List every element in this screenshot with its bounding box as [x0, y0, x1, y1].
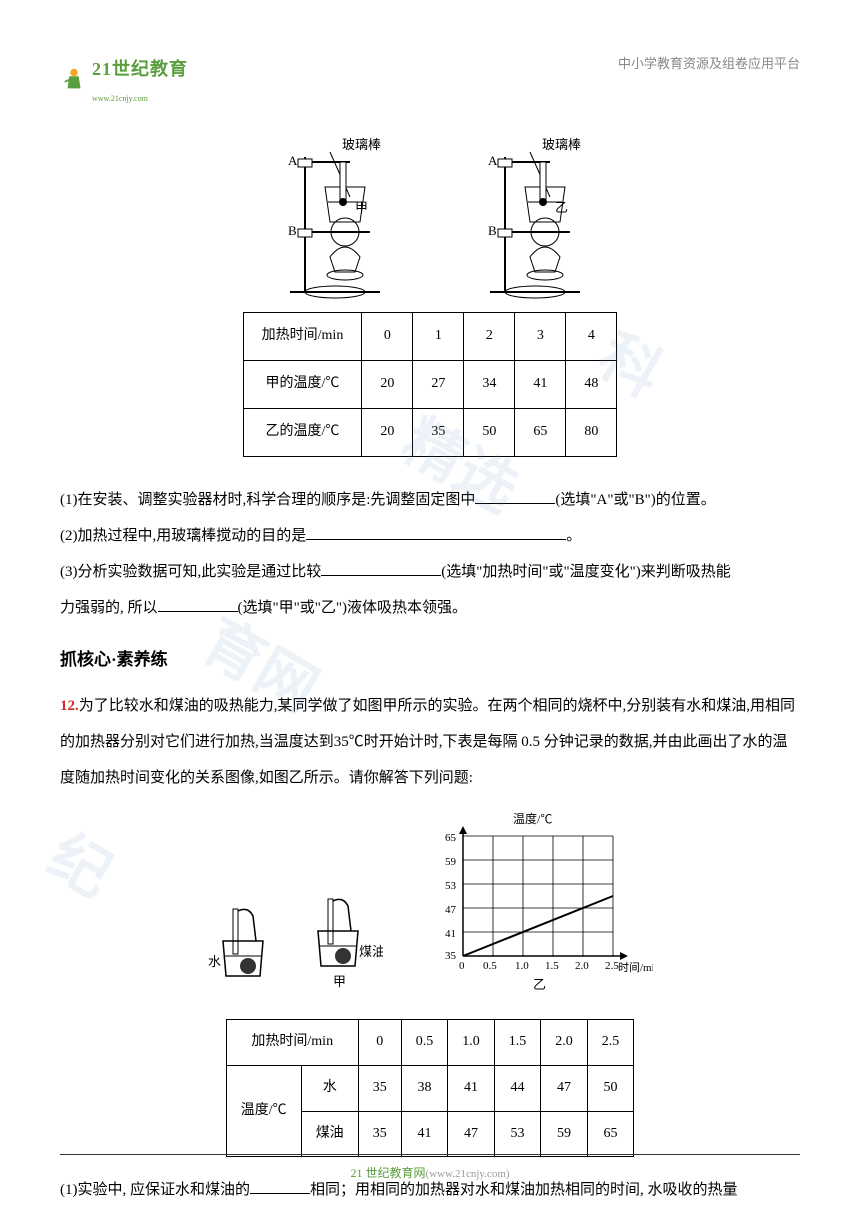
svg-text:53: 53 — [445, 880, 457, 892]
table-row: 甲的温度/℃ 20 27 34 41 48 — [243, 360, 617, 408]
question-2: (2)加热过程中,用玻璃棒搅动的目的是。 — [60, 518, 800, 554]
table-row: 加热时间/min 0 1 2 3 4 — [243, 313, 617, 361]
svg-text:1.0: 1.0 — [515, 960, 529, 972]
apparatus-diagram: 玻璃棒 A B 甲 玻璃棒 A — [60, 137, 800, 297]
svg-text:甲: 甲 — [355, 200, 368, 215]
svg-text:B: B — [288, 223, 297, 238]
svg-text:35: 35 — [445, 950, 457, 962]
svg-text:水: 水 — [208, 954, 221, 969]
svg-text:0.5: 0.5 — [483, 960, 497, 972]
svg-text:时间/min: 时间/min — [618, 961, 653, 974]
table-row: 温度/℃ 水 35 38 41 44 47 50 — [226, 1065, 633, 1111]
blank-field — [321, 558, 441, 576]
svg-text:65: 65 — [445, 832, 457, 844]
blank-field — [475, 486, 555, 504]
apparatus-right: 玻璃棒 A B 乙 — [460, 137, 600, 297]
table-row: 乙的温度/℃ 20 35 50 65 80 — [243, 408, 617, 456]
svg-text:59: 59 — [445, 856, 457, 868]
logo-main-text: 21世纪教育 — [92, 50, 188, 90]
question-1: (1)在安装、调整实验器材时,科学合理的顺序是:先调整固定图中(选填"A"或"B… — [60, 482, 800, 518]
data-table-1: 加热时间/min 0 1 2 3 4 甲的温度/℃ 20 27 34 41 48… — [243, 312, 618, 456]
svg-text:乙: 乙 — [533, 977, 546, 991]
chart-container: 水 煤油 甲 温度/℃ — [60, 811, 800, 1004]
header-right-text: 中小学教育资源及组卷应用平台 — [618, 50, 800, 79]
glass-rod-label: 玻璃棒 — [342, 137, 381, 152]
logo: 21世纪教育 www.21cnjy.com — [60, 50, 188, 107]
question-12: 12.为了比较水和煤油的吸热能力,某同学做了如图甲所示的实验。在两个相同的烧杯中… — [60, 688, 800, 796]
svg-text:乙: 乙 — [555, 200, 568, 215]
svg-text:47: 47 — [445, 904, 457, 916]
beaker-diagram: 水 煤油 甲 — [208, 891, 383, 1004]
question-3: (3)分析实验数据可知,此实验是通过比较(选填"加热时间"或"温度变化")来判断… — [60, 554, 800, 590]
footer-text: 21 世纪教育网 — [350, 1166, 425, 1180]
line-chart: 温度/℃ 65 59 53 47 41 35 0 — [423, 811, 653, 1004]
table-row: 加热时间/min 0 0.5 1.0 1.5 2.0 2.5 — [226, 1019, 633, 1065]
page-header: 21世纪教育 www.21cnjy.com 中小学教育资源及组卷应用平台 — [60, 50, 800, 107]
svg-text:煤油: 煤油 — [359, 944, 383, 959]
apparatus-left: 玻璃棒 A B 甲 — [260, 137, 400, 297]
glass-rod-label: 玻璃棒 — [542, 137, 581, 152]
svg-text:2.0: 2.0 — [575, 960, 589, 972]
svg-text:甲: 甲 — [333, 974, 346, 989]
svg-text:41: 41 — [445, 928, 456, 940]
svg-text:B: B — [488, 223, 497, 238]
data-table-2: 加热时间/min 0 0.5 1.0 1.5 2.0 2.5 温度/℃ 水 35… — [226, 1019, 634, 1157]
blank-field — [158, 594, 238, 612]
question-number: 12. — [60, 698, 79, 714]
page-footer: 21 世纪教育网(www.21cnjy.com) — [60, 1154, 800, 1186]
svg-text:A: A — [488, 153, 498, 168]
blank-field — [306, 522, 566, 540]
footer-url: (www.21cnjy.com) — [425, 1168, 509, 1180]
logo-icon — [60, 65, 88, 93]
svg-text:温度/℃: 温度/℃ — [513, 811, 552, 826]
logo-sub-text: www.21cnjy.com — [92, 90, 188, 108]
section-title: 抓核心·素养练 — [60, 641, 800, 678]
svg-text:0: 0 — [459, 960, 465, 972]
svg-text:A: A — [288, 153, 298, 168]
svg-text:1.5: 1.5 — [545, 960, 559, 972]
question-3-line2: 力强弱的, 所以(选填"甲"或"乙")液体吸热本领强。 — [60, 590, 800, 626]
